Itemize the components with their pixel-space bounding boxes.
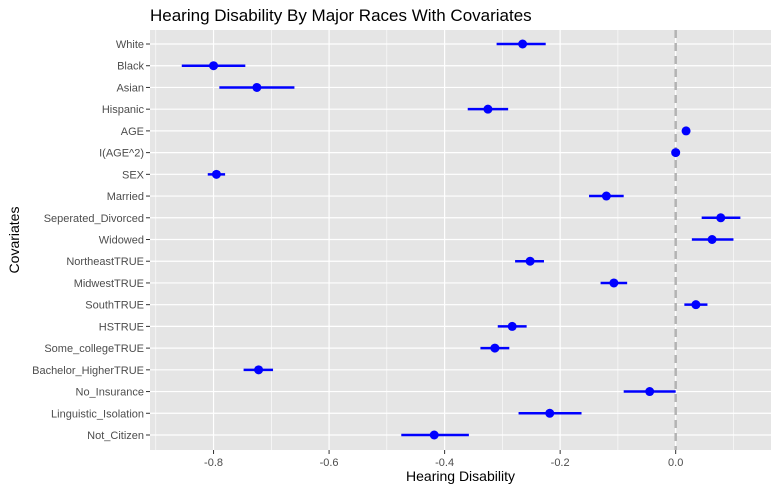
estimate-point — [601, 191, 611, 201]
chart-title: Hearing Disability By Major Races With C… — [150, 6, 532, 25]
y-tick-label: White — [116, 39, 144, 51]
estimate-point — [490, 343, 500, 353]
estimate-point — [507, 321, 517, 331]
y-tick-label: Bachelor_HigherTRUE — [32, 365, 144, 377]
y-tick-label: NortheastTRUE — [66, 256, 144, 268]
x-tick-label: -0.6 — [320, 457, 339, 469]
y-tick-label: Black — [117, 61, 144, 73]
estimate-point — [681, 126, 691, 136]
estimate-point — [211, 169, 221, 179]
y-tick-label: No_Insurance — [76, 387, 145, 399]
y-tick-label: Some_collegeTRUE — [44, 343, 144, 355]
y-tick-label: Married — [107, 191, 144, 203]
y-tick-label: Not_Citizen — [87, 430, 144, 442]
estimate-point — [671, 148, 681, 158]
estimate-marks — [181, 39, 741, 440]
y-tick-label: Seperated_Divorced — [44, 213, 144, 225]
x-tick-label: 0.0 — [668, 457, 683, 469]
estimate-point — [691, 300, 701, 310]
y-tick-label: Hispanic — [102, 104, 145, 116]
estimate-point — [645, 387, 655, 397]
estimate-point — [483, 104, 493, 114]
y-tick-label: Asian — [116, 82, 144, 94]
estimate-point — [609, 278, 619, 288]
y-axis-title: Covariates — [6, 207, 22, 274]
y-tick-label: I(AGE^2) — [99, 148, 144, 160]
x-axis-ticks: -0.8 -0.6 -0.4 -0.2 0.0 — [204, 450, 683, 469]
y-tick-label: Linguistic_Isolation — [51, 408, 144, 420]
x-tick-label: -0.8 — [204, 457, 223, 469]
estimate-point — [716, 213, 726, 223]
estimate-point — [545, 408, 555, 418]
y-tick-label: AGE — [121, 126, 144, 138]
y-tick-label: Widowed — [99, 235, 144, 247]
y-tick-label: SouthTRUE — [85, 300, 144, 312]
x-tick-label: -0.4 — [435, 457, 454, 469]
y-axis-ticks: White Black Asian Hispanic AGE I(AGE^2) SEX Mar… — [32, 39, 150, 442]
y-tick-label: HSTRUE — [99, 321, 144, 333]
estimate-point — [252, 82, 262, 92]
x-tick-label: -0.2 — [551, 457, 570, 469]
y-tick-label: SEX — [122, 169, 145, 181]
estimate-point — [525, 256, 535, 266]
x-axis-title: Hearing Disability — [406, 468, 515, 484]
estimate-point — [209, 61, 219, 71]
estimate-point — [707, 235, 717, 244]
estimate-point — [429, 430, 439, 440]
estimate-point — [254, 365, 264, 375]
y-tick-label: MidwestTRUE — [74, 278, 144, 290]
estimate-point — [518, 39, 528, 49]
